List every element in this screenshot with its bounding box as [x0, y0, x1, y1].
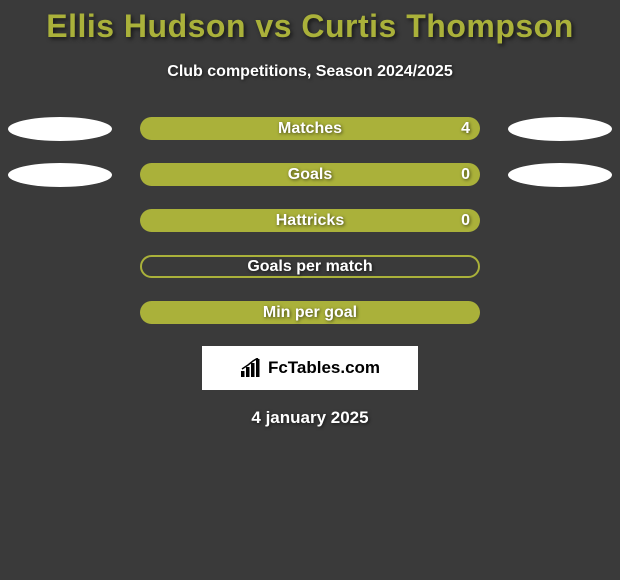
stat-label: Hattricks	[276, 212, 344, 230]
left-ellipse	[8, 163, 112, 187]
stat-label: Goals	[288, 166, 332, 184]
logo-text: FcTables.com	[268, 358, 380, 378]
page-title: Ellis Hudson vs Curtis Thompson	[0, 8, 620, 45]
stats-comparison-card: Ellis Hudson vs Curtis Thompson Club com…	[0, 0, 620, 428]
logo-box[interactable]: FcTables.com	[202, 346, 418, 390]
stat-bar: Goals 0	[140, 163, 480, 186]
stat-bar: Goals per match	[140, 255, 480, 278]
stat-bar: Min per goal	[140, 301, 480, 324]
right-ellipse	[508, 163, 612, 187]
stat-bars: Matches 4 Goals 0 Hattricks 0 Goals per match M…	[0, 117, 620, 324]
stat-label: Min per goal	[263, 304, 357, 322]
stat-bar: Matches 4	[140, 117, 480, 140]
stat-row: Hattricks 0	[0, 209, 620, 232]
stat-value-right: 0	[461, 212, 470, 230]
stat-bar: Hattricks 0	[140, 209, 480, 232]
left-ellipse	[8, 117, 112, 141]
stat-value-right: 0	[461, 166, 470, 184]
stat-row: Matches 4	[0, 117, 620, 140]
subtitle: Club competitions, Season 2024/2025	[0, 63, 620, 81]
stat-label: Goals per match	[247, 258, 372, 276]
stat-row: Goals per match	[0, 255, 620, 278]
stat-value-right: 4	[461, 120, 470, 138]
stat-row: Min per goal	[0, 301, 620, 324]
stat-label: Matches	[278, 120, 342, 138]
stat-row: Goals 0	[0, 163, 620, 186]
date-label: 4 january 2025	[0, 408, 620, 428]
right-ellipse	[508, 117, 612, 141]
bar-chart-icon	[240, 358, 264, 378]
